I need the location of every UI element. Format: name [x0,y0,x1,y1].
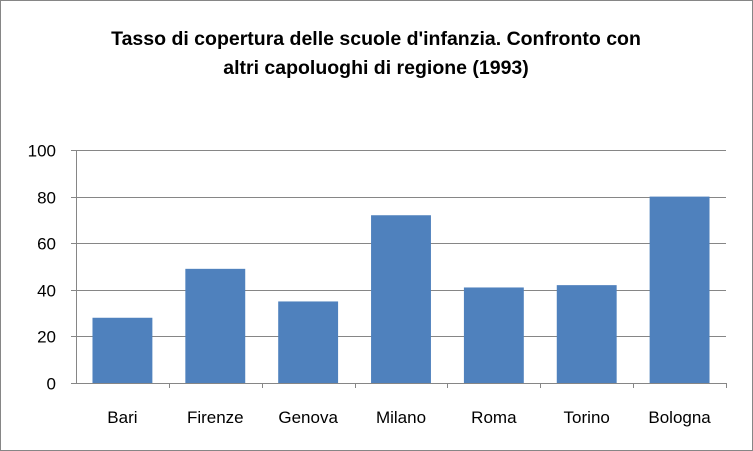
bar-milano [371,215,431,383]
x-tick-label: Milano [376,408,426,427]
x-tick-label: Bari [107,408,137,427]
bar-genova [278,301,339,383]
x-tick-label: Firenze [187,408,244,427]
bar-firenze [185,268,246,383]
y-tick-label: 100 [28,142,56,161]
chart-title-line-1: Tasso di copertura delle scuole d'infanz… [111,28,641,50]
x-tick-label: Roma [471,408,517,427]
bar-bologna [649,196,710,383]
x-tick-label: Genova [278,408,338,427]
y-tick-label: 0 [47,375,56,394]
bar-bari [92,317,153,383]
y-axis-tick-labels: 0 20 40 60 80 100 [28,142,56,394]
bar-series [92,196,710,383]
chart-title-line-2: altri capoluoghi di regione (1993) [223,57,529,79]
bar-roma [463,287,524,383]
x-tick-label: Torino [564,408,610,427]
bar-torino [556,285,617,383]
chart-title: Tasso di copertura delle scuole d'infanz… [61,25,691,83]
x-axis-tick-labels: Bari Firenze Genova Milano Roma Torino Bologna [107,408,711,427]
y-tick-label: 40 [37,282,56,301]
y-tick-label: 60 [37,235,56,254]
axes [71,150,727,388]
y-tick-label: 20 [37,328,56,347]
x-tick-label: Bologna [648,408,711,427]
y-tick-label: 80 [37,189,56,208]
